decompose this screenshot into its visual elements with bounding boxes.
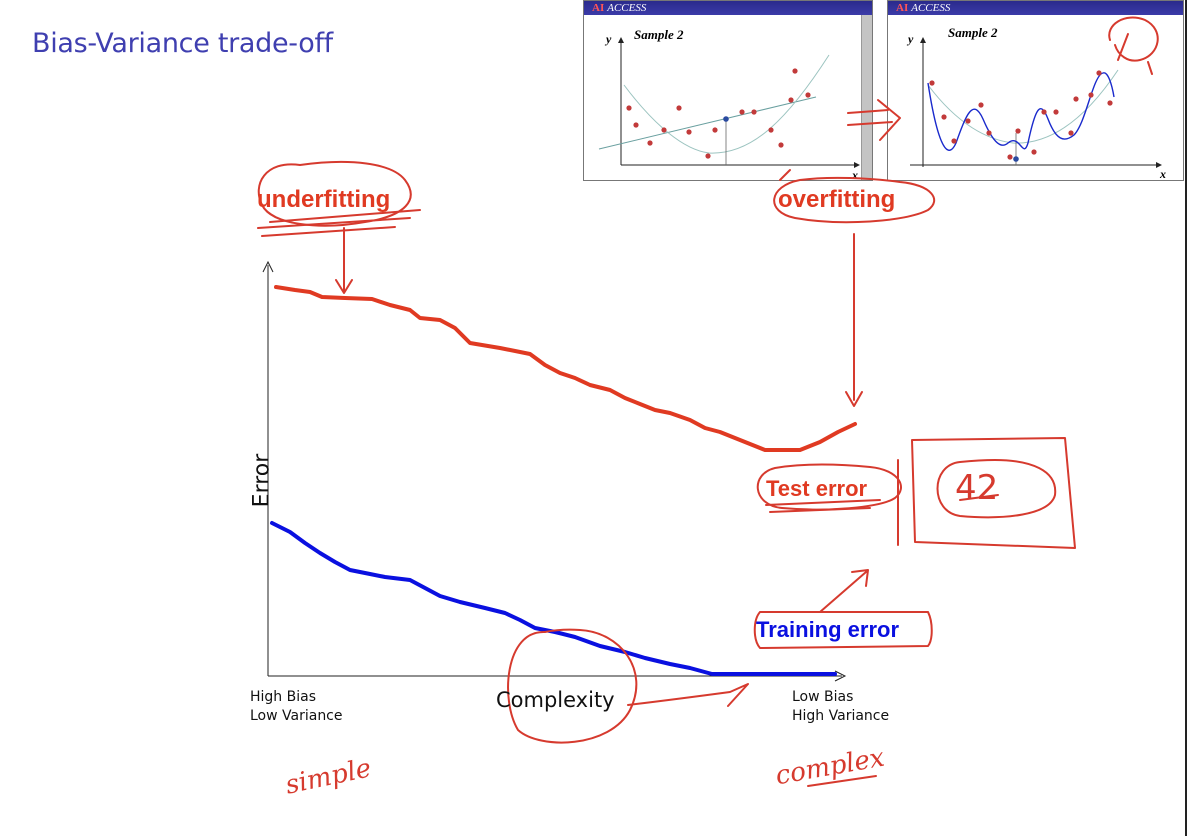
- answer-underline-stroke: [959, 494, 999, 501]
- inset-y-arrow: [920, 37, 926, 43]
- inset-overfit-curve: [927, 72, 1115, 151]
- inset-plot-2: y x Sample 2: [906, 25, 1166, 181]
- inset-x-label: x: [1159, 167, 1166, 181]
- inset-brand: AI: [592, 2, 605, 14]
- inset-highlight-point: [1013, 156, 1019, 162]
- answer-circle-stroke: [936, 459, 1057, 519]
- high-variance-label: High Variance: [792, 708, 890, 724]
- inset-titlebar: AI ACCESS: [584, 1, 872, 15]
- inset-scrollbar[interactable]: [861, 15, 872, 180]
- inset-y-label: y: [906, 32, 914, 46]
- complexity-circle-stroke: [507, 628, 638, 744]
- inset-true-curve: [623, 54, 830, 154]
- test-error-circle-stroke: [756, 463, 902, 511]
- left-axis-note: High Bias Low Variance: [250, 688, 343, 726]
- ink-annotations: [257, 16, 1159, 787]
- inset-y-label: y: [604, 32, 612, 46]
- inset-highlight-point: [723, 116, 729, 122]
- inset-data-points: [929, 70, 1113, 160]
- underfitting-label: underfitting: [257, 186, 391, 213]
- x-axis-arrow: [834, 670, 847, 682]
- inset-scribble-stroke: [1108, 16, 1159, 75]
- test-error-underline-stroke: [765, 499, 881, 513]
- inset-window-2: AI ACCESS y x Sample 2: [887, 0, 1184, 181]
- right-axis-note: Low Bias High Variance: [792, 688, 889, 726]
- slide-right-edge: [1185, 0, 1187, 836]
- inset-titlebar: AI ACCESS: [888, 1, 1183, 15]
- inset-app-name: ACCESS: [911, 2, 951, 14]
- low-variance-label: Low Variance: [250, 708, 343, 724]
- inset-data-points: [626, 68, 811, 159]
- inset-window-1: AI ACCESS y x Sample 2: [583, 0, 873, 181]
- inset-true-curve: [927, 69, 1119, 144]
- inset-app-name: ACCESS: [607, 2, 647, 14]
- y-axis-arrow: [262, 260, 274, 273]
- y-axis-label: Error: [249, 453, 275, 508]
- test-error-label: Test error: [766, 476, 868, 501]
- inset-sample-label: Sample 2: [634, 27, 684, 42]
- underfitting-circle-stroke: [257, 160, 412, 227]
- inset-x-label: x: [851, 168, 858, 181]
- complexity-arrow-stroke: [627, 683, 749, 707]
- low-bias-label: Low Bias: [792, 689, 854, 705]
- underfitting-underline-stroke: [257, 209, 421, 237]
- overfitting-label: overfitting: [778, 186, 896, 213]
- overfitting-arrow: [845, 233, 863, 407]
- inset-plot-1: y x Sample 2: [598, 27, 860, 181]
- training-error-arrow: [819, 569, 869, 613]
- overfitting-tick-stroke: [779, 169, 791, 181]
- answer-box: [911, 437, 1076, 549]
- underfitting-arrow: [335, 227, 353, 294]
- x-axis-label: Complexity: [496, 688, 615, 712]
- inset-x-arrow: [854, 162, 860, 168]
- test-error-curve: [274, 285, 857, 452]
- overfitting-circle-stroke: [773, 176, 936, 224]
- boxed-number: 42: [955, 468, 999, 508]
- inset-transition-arrow: [847, 99, 901, 141]
- inset-x-arrow: [1156, 162, 1162, 168]
- slide-title: Bias-Variance trade-off: [32, 28, 333, 59]
- training-error-label: Training error: [756, 617, 900, 642]
- training-error-box-stroke: [753, 611, 933, 649]
- training-error-curve: [270, 521, 837, 676]
- inset-sample-label: Sample 2: [948, 25, 998, 40]
- inset-fit-line: [598, 96, 817, 150]
- high-bias-label: High Bias: [250, 689, 316, 705]
- inset-brand: AI: [896, 2, 909, 14]
- inset-y-arrow: [618, 37, 624, 43]
- complex-underline-stroke: [807, 775, 877, 787]
